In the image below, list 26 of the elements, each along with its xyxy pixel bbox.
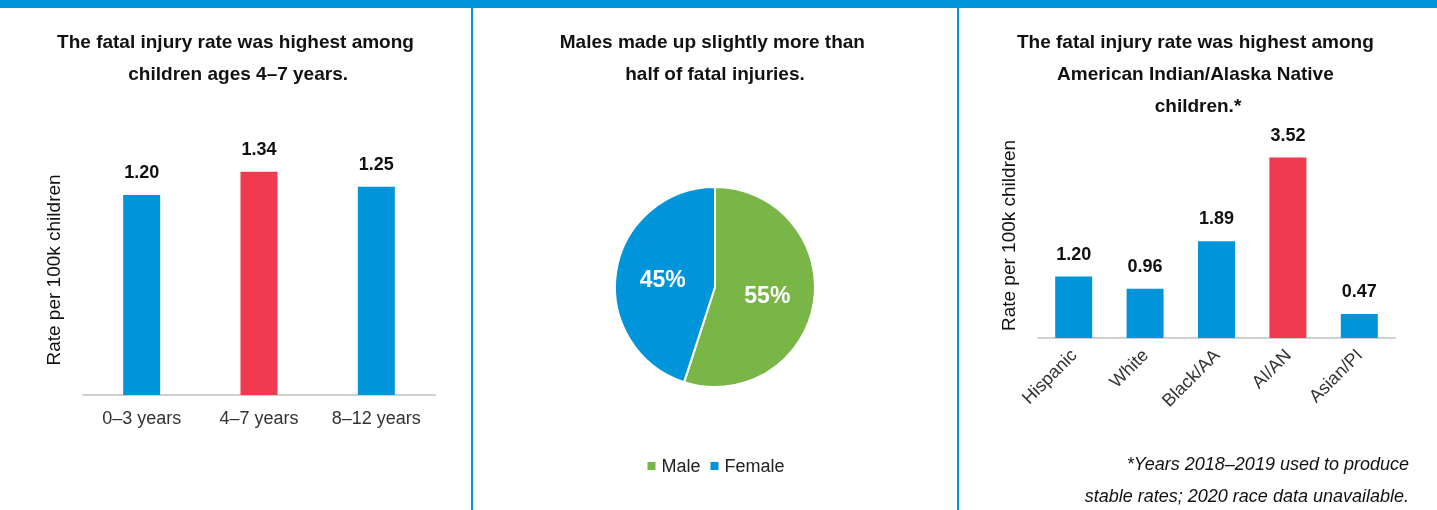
chart-title: Males made up slightly more than half of fatal injuries. (559, 30, 871, 84)
bar (1126, 288, 1164, 338)
data-label: 1.20 (1056, 243, 1092, 264)
y-axis-title: Rate per 100k children (43, 174, 64, 366)
bar (1269, 157, 1307, 338)
chart-title: The fatal injury rate was highest among children ages 4–7 years. (57, 30, 414, 84)
data-label: 1.34 (241, 138, 277, 159)
data-label: 0.96 (1127, 255, 1163, 276)
text: *Years 2018–2019 used to produce stable rates; 2020 race data unavailable. (1083, 453, 1409, 508)
y-axis-title: Rate per 100k children (998, 139, 1019, 332)
data-label: 3.52 (1270, 124, 1306, 145)
legend-label: Female (724, 456, 785, 476)
data-label: 1.20 (124, 162, 160, 182)
bar (1340, 313, 1378, 338)
data-label: 1.89 (1198, 208, 1235, 229)
x-tick-label: 4–7 years (219, 408, 299, 428)
data-label: 1.25 (358, 153, 394, 174)
x-tick-label: 0–3 years (102, 408, 182, 428)
bar (1055, 276, 1093, 338)
data-label: 55% (744, 282, 791, 309)
chart-title: The fatal injury rate was highest among American Indian/Alaska Native children.* (1016, 30, 1380, 116)
data-label: 0.47 (1341, 280, 1377, 301)
data-label: 45% (639, 265, 686, 292)
legend-label: Male (661, 456, 701, 476)
bar (1198, 241, 1235, 338)
x-tick-label: 8–12 years (331, 408, 421, 428)
